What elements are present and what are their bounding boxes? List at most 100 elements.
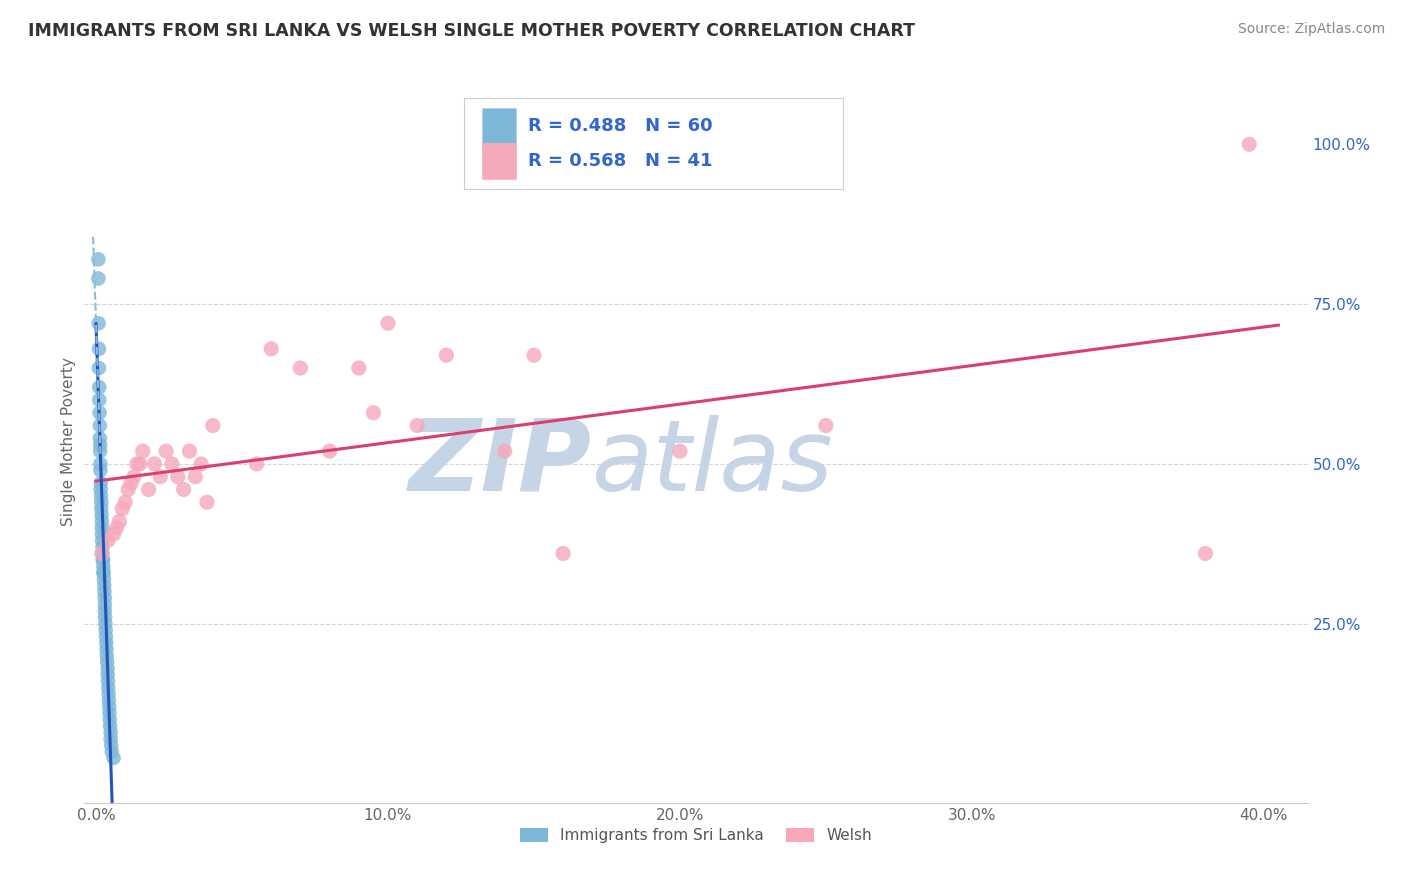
- Point: [201, 418, 224, 433]
- Point: [89, 463, 111, 477]
- Text: R = 0.568   N = 41: R = 0.568 N = 41: [529, 153, 713, 170]
- Point: [184, 469, 207, 483]
- Point: [122, 469, 145, 483]
- Point: [125, 457, 148, 471]
- Point: [91, 540, 114, 554]
- Point: [814, 418, 837, 433]
- Point: [97, 533, 120, 548]
- Text: Source: ZipAtlas.com: Source: ZipAtlas.com: [1237, 22, 1385, 37]
- Point: [89, 406, 111, 420]
- Point: [96, 642, 118, 657]
- Point: [363, 406, 385, 420]
- Point: [103, 751, 125, 765]
- Point: [195, 495, 218, 509]
- Point: [246, 457, 269, 471]
- Point: [108, 515, 131, 529]
- Point: [260, 342, 283, 356]
- Point: [155, 444, 177, 458]
- Point: [100, 731, 122, 746]
- Point: [89, 438, 111, 452]
- Point: [90, 546, 112, 560]
- Point: [94, 591, 117, 606]
- Bar: [482, 143, 516, 179]
- Point: [91, 533, 114, 548]
- Point: [89, 418, 111, 433]
- Point: [377, 316, 399, 330]
- Point: [406, 418, 429, 433]
- Text: R = 0.488   N = 60: R = 0.488 N = 60: [529, 117, 713, 135]
- Point: [105, 521, 128, 535]
- Point: [101, 745, 124, 759]
- Point: [96, 636, 118, 650]
- Point: [93, 572, 115, 586]
- Point: [90, 527, 112, 541]
- Point: [94, 604, 117, 618]
- Point: [87, 342, 110, 356]
- Point: [98, 719, 121, 733]
- Point: [98, 713, 121, 727]
- Point: [87, 361, 110, 376]
- Point: [1194, 546, 1216, 560]
- Point: [93, 578, 115, 592]
- Point: [111, 501, 134, 516]
- Point: [434, 348, 457, 362]
- Y-axis label: Single Mother Poverty: Single Mother Poverty: [60, 357, 76, 526]
- Point: [103, 527, 125, 541]
- Legend: Immigrants from Sri Lanka, Welsh: Immigrants from Sri Lanka, Welsh: [515, 822, 877, 849]
- Point: [173, 483, 195, 497]
- Point: [90, 521, 112, 535]
- Point: [93, 584, 115, 599]
- Point: [1237, 137, 1260, 152]
- Point: [166, 469, 188, 483]
- Point: [91, 553, 114, 567]
- Point: [89, 380, 111, 394]
- FancyBboxPatch shape: [464, 98, 842, 189]
- Point: [94, 610, 117, 624]
- Point: [128, 457, 150, 471]
- Point: [114, 495, 136, 509]
- Point: [87, 316, 110, 330]
- Point: [98, 706, 121, 721]
- Point: [94, 598, 117, 612]
- Point: [96, 648, 118, 663]
- Point: [87, 271, 110, 285]
- Point: [89, 431, 111, 445]
- Point: [347, 361, 370, 376]
- Point: [93, 566, 115, 580]
- Point: [120, 476, 142, 491]
- Point: [143, 457, 166, 471]
- Point: [179, 444, 201, 458]
- Point: [97, 681, 120, 695]
- Point: [318, 444, 340, 458]
- Point: [494, 444, 516, 458]
- Point: [94, 623, 117, 637]
- Point: [97, 687, 120, 701]
- Point: [290, 361, 312, 376]
- Text: ZIP: ZIP: [409, 415, 592, 512]
- Point: [117, 483, 139, 497]
- Point: [90, 501, 112, 516]
- Point: [94, 616, 117, 631]
- Text: IMMIGRANTS FROM SRI LANKA VS WELSH SINGLE MOTHER POVERTY CORRELATION CHART: IMMIGRANTS FROM SRI LANKA VS WELSH SINGL…: [28, 22, 915, 40]
- Point: [90, 476, 112, 491]
- Point: [98, 699, 121, 714]
- Point: [100, 738, 122, 752]
- Point: [553, 546, 575, 560]
- Point: [97, 693, 120, 707]
- Point: [523, 348, 546, 362]
- Point: [91, 546, 114, 560]
- Point: [91, 553, 114, 567]
- Point: [149, 469, 172, 483]
- Point: [89, 444, 111, 458]
- Point: [97, 674, 120, 689]
- Point: [160, 457, 183, 471]
- Point: [94, 630, 117, 644]
- Point: [87, 252, 110, 267]
- Point: [90, 489, 112, 503]
- Bar: [482, 108, 516, 144]
- Text: atlas: atlas: [592, 415, 834, 512]
- Point: [89, 392, 111, 407]
- Point: [100, 725, 122, 739]
- Point: [90, 515, 112, 529]
- Point: [190, 457, 212, 471]
